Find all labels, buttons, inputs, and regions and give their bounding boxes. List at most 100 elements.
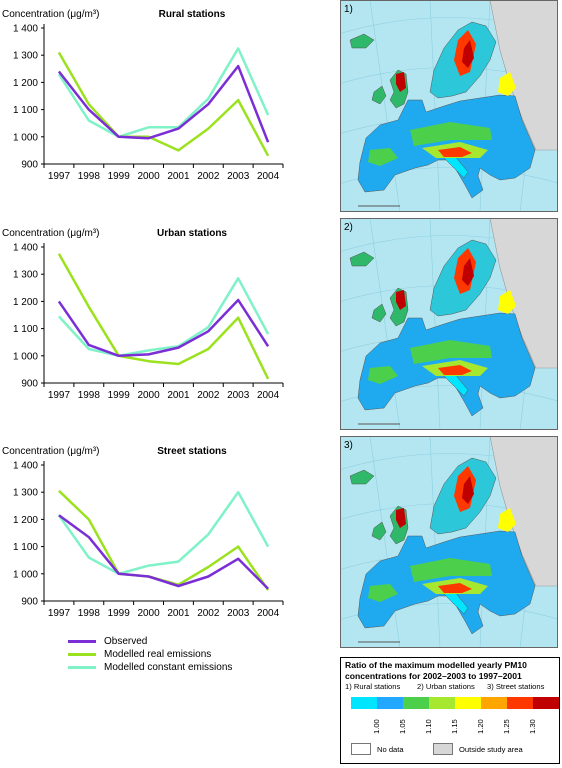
series-line-modelled-real-emissions — [57, 51, 270, 157]
map-scale-tick-label: 1.00 — [372, 719, 381, 734]
line-chart-1: Concentration (μg/m³) Rural stations 900 1 … — [2, 9, 284, 182]
series-line-modelled-constant-emissions — [57, 47, 270, 139]
x-tick-label: 2001 — [167, 608, 190, 619]
y-tick-label: 1 300 — [13, 270, 38, 281]
map-panel-1: 1) — [340, 0, 558, 212]
y-tick-label: 1 000 — [13, 569, 38, 580]
y-tick-label: 1 200 — [13, 515, 38, 526]
legend-label-modelled-constant: Modelled constant emissions — [104, 662, 233, 673]
map-scale-swatch — [351, 697, 377, 709]
chart-title: Rural stations — [159, 9, 226, 20]
map-scale-swatch — [429, 697, 455, 709]
map-scale-swatch — [403, 697, 429, 709]
map-scale-tick-label: 1.10 — [424, 719, 433, 734]
x-tick-label: 1997 — [48, 390, 71, 401]
y-tick-label: 900 — [21, 379, 38, 390]
x-tick-label: 2001 — [167, 390, 190, 401]
no-data-label: No data — [377, 744, 404, 754]
map-scale-swatch — [481, 697, 507, 709]
y-tick-label: 900 — [21, 597, 38, 608]
x-tick-label: 1998 — [78, 171, 101, 182]
map-panel-label-2: 2) — [344, 222, 353, 233]
x-tick-label: 1999 — [108, 608, 131, 619]
y-tick-label: 1 400 — [13, 243, 38, 254]
x-tick-label: 1997 — [48, 171, 71, 182]
series-line-modelled-real-emissions — [57, 253, 270, 380]
y-tick-label: 1 300 — [13, 51, 38, 62]
no-data-swatch — [351, 743, 371, 755]
legend-item-modelled-real: Modelled real emissions — [68, 648, 232, 661]
y-axis-label: Concentration (μg/m³) — [2, 228, 99, 239]
y-tick-label: 1 000 — [13, 132, 38, 143]
map-scale-sub-urban: 2) Urban stations — [417, 682, 475, 691]
y-axis-label: Concentration (μg/m³) — [2, 446, 99, 457]
x-tick-label: 2004 — [257, 608, 280, 619]
y-tick-label: 1 300 — [13, 488, 38, 499]
map-scale-tick-label: 1.30 — [528, 719, 537, 734]
legend-item-observed: Observed — [68, 635, 232, 648]
map-scale-swatch — [533, 697, 559, 709]
series-line-modelled-constant-emissions — [57, 277, 270, 358]
x-tick-label: 1999 — [108, 390, 131, 401]
legend-label-observed: Observed — [104, 636, 148, 647]
x-tick-label: 1998 — [78, 608, 101, 619]
outside-study-area-key: Outside study area — [433, 743, 523, 755]
chart-title: Urban stations — [157, 228, 227, 239]
map-scale-sub-street: 3) Street stations — [487, 682, 545, 691]
x-tick-label: 2002 — [197, 171, 220, 182]
y-tick-label: 1 400 — [13, 461, 38, 472]
series-line-observed — [58, 514, 269, 590]
map-scale-legend: Ratio of the maximum modelled yearly PM1… — [340, 657, 560, 764]
x-tick-label: 2000 — [137, 390, 160, 401]
x-tick-label: 2003 — [227, 608, 250, 619]
chart-title: Street stations — [157, 446, 227, 457]
legend-label-modelled-real: Modelled real emissions — [104, 649, 212, 660]
map-scale-tick-label: 1.20 — [476, 719, 485, 734]
map-scale-title: Ratio of the maximum modelled yearly PM1… — [345, 660, 527, 681]
x-tick-label: 1998 — [78, 390, 101, 401]
map-scale-tick-label: 1.25 — [502, 719, 511, 734]
y-tick-label: 900 — [21, 160, 38, 171]
map-scale-swatch — [455, 697, 481, 709]
map-panel-label-1: 1) — [344, 4, 353, 15]
outside-study-area-swatch — [433, 743, 453, 755]
x-tick-label: 2004 — [257, 171, 280, 182]
line-chart-3: Concentration (μg/m³) Street stations 900 1… — [2, 446, 284, 619]
x-tick-label: 2000 — [137, 608, 160, 619]
x-tick-label: 2003 — [227, 171, 250, 182]
map-scale-swatches — [351, 697, 559, 709]
map-scale-ticks: 1.00 1.05 1.10 1.15 1.20 1.25 1.30 — [351, 712, 561, 736]
legend-swatch-modelled-real — [68, 653, 96, 656]
y-tick-label: 1 400 — [13, 24, 38, 35]
charts-area: Concentration (μg/m³) Rural stations 900 1 … — [2, 9, 284, 619]
x-tick-label: 2004 — [257, 390, 280, 401]
legend-swatch-modelled-constant — [68, 666, 96, 669]
map-scale-tick-label: 1.15 — [450, 719, 459, 734]
y-axis-label: Concentration (μg/m³) — [2, 9, 99, 20]
x-tick-label: 2001 — [167, 171, 190, 182]
series-line-observed — [57, 298, 270, 358]
map-scale-tick-label: 1.05 — [398, 719, 407, 734]
chart-legend: Observed Modelled real emissions Modelle… — [68, 635, 232, 674]
no-data-key: No data — [351, 743, 404, 755]
maps-area: 1) 2) 3) — [340, 0, 558, 648]
map-panel-3: 3) — [340, 436, 558, 648]
x-tick-label: 2002 — [197, 390, 220, 401]
legend-swatch-observed — [68, 640, 96, 643]
x-tick-label: 1997 — [48, 608, 71, 619]
series-line-observed — [57, 64, 270, 143]
y-tick-label: 1 000 — [13, 351, 38, 362]
x-tick-label: 1999 — [108, 171, 131, 182]
x-tick-label: 2002 — [197, 608, 220, 619]
x-tick-label: 2003 — [227, 390, 250, 401]
outside-study-area-label: Outside study area — [459, 744, 523, 754]
map-scale-swatch — [507, 697, 533, 709]
map-panel-label-3: 3) — [344, 440, 353, 451]
map-scale-sub-rural: 1) Rural stations — [345, 682, 401, 691]
legend-item-modelled-constant: Modelled constant emissions — [68, 661, 232, 674]
y-tick-label: 1 100 — [13, 542, 38, 553]
y-tick-label: 1 200 — [13, 297, 38, 308]
map-panel-2: 2) — [340, 218, 558, 430]
y-tick-label: 1 100 — [13, 324, 38, 335]
x-tick-label: 2000 — [137, 171, 160, 182]
